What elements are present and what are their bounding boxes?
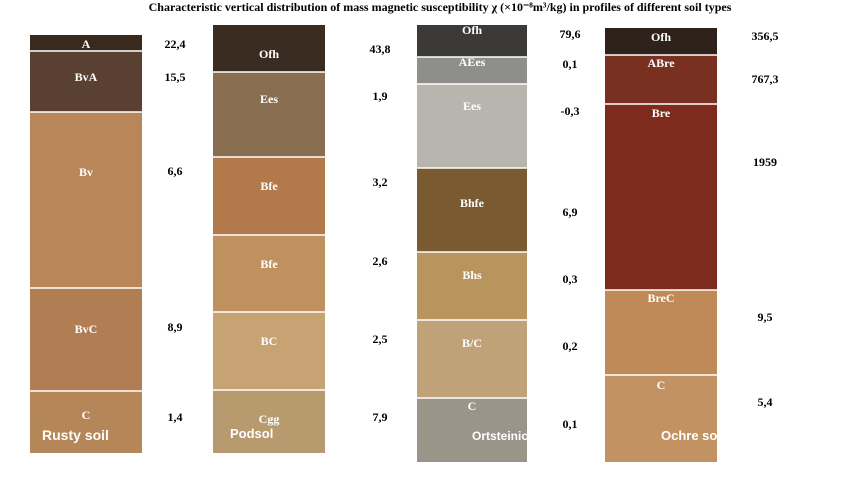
horizon [417,25,527,57]
horizon-label: Bfe [260,257,278,271]
horizon-label: Bv [79,165,93,179]
susceptibility-value: -0,3 [561,104,580,118]
horizon [417,398,527,462]
horizon-label: Bhs [462,268,482,282]
susceptibility-value: 2,5 [373,332,388,346]
susceptibility-value: 9,5 [758,310,773,324]
susceptibility-value: 7,9 [373,410,388,424]
horizon-label: C [82,408,91,422]
horizon [417,57,527,84]
horizon [417,84,527,168]
susceptibility-value: 767,3 [752,72,779,86]
horizon [30,51,142,112]
horizon-label: Ofh [462,23,482,37]
susceptibility-value: 1,4 [168,410,183,424]
horizon-label: Bhfe [460,196,485,210]
horizon-label: Ofh [259,47,279,61]
horizon [605,55,717,104]
horizon-label: AEes [459,55,486,69]
susceptibility-value: 15,5 [165,70,186,84]
horizon [213,235,325,312]
susceptibility-value: 2,6 [373,254,388,268]
soil-name: Ochre soil [661,428,725,443]
horizon-label: Ees [463,99,481,113]
susceptibility-value: 0,1 [563,417,578,431]
horizon [605,375,717,462]
soil-name: Ortsteinic Podzol [472,429,571,443]
susceptibility-value: 1,9 [373,89,388,103]
horizon [213,72,325,157]
horizon-label: BvA [75,70,98,84]
soil-name: Rusty soil [42,427,109,443]
horizon [30,391,142,453]
horizon [605,104,717,290]
susceptibility-value: 8,9 [168,320,183,334]
susceptibility-value: 5,4 [758,395,773,409]
susceptibility-value: 0,3 [563,272,578,286]
horizon-label: B/C [462,336,482,350]
susceptibility-value: 3,2 [373,175,388,189]
title: Characteristic vertical distribution of … [149,0,732,14]
horizon [605,290,717,375]
horizon-label: Bre [652,106,671,120]
horizon-label: Ees [260,92,278,106]
susceptibility-value: 22,4 [165,37,186,51]
horizon [417,252,527,320]
horizon-label: C [468,399,477,413]
horizon [213,25,325,72]
horizon-label: Cgg [259,412,280,426]
susceptibility-value: 6,9 [563,205,578,219]
horizon [213,390,325,453]
horizon [605,28,717,55]
susceptibility-value: 1959 [753,155,777,169]
horizon-label: C [657,378,666,392]
horizon-label: A [82,37,91,51]
horizon-label: BC [261,334,278,348]
horizon [30,112,142,288]
horizon [213,157,325,235]
horizon [417,168,527,252]
horizon-label: BvC [75,322,98,336]
horizon [213,312,325,390]
susceptibility-value: 0,2 [563,339,578,353]
soil-name: Podsol [230,426,273,441]
susceptibility-value: 356,5 [752,29,779,43]
horizon-label: BreC [647,291,674,305]
horizon [30,35,142,51]
susceptibility-value: 43,8 [370,42,391,56]
horizon-label: Ofh [651,30,671,44]
horizon [417,320,527,398]
susceptibility-value: 79,6 [560,27,581,41]
horizon-label: Bfe [260,179,278,193]
horizon [30,288,142,391]
susceptibility-value: 0,1 [563,57,578,71]
horizon-label: ABre [647,56,675,70]
susceptibility-value: 6,6 [168,164,183,178]
